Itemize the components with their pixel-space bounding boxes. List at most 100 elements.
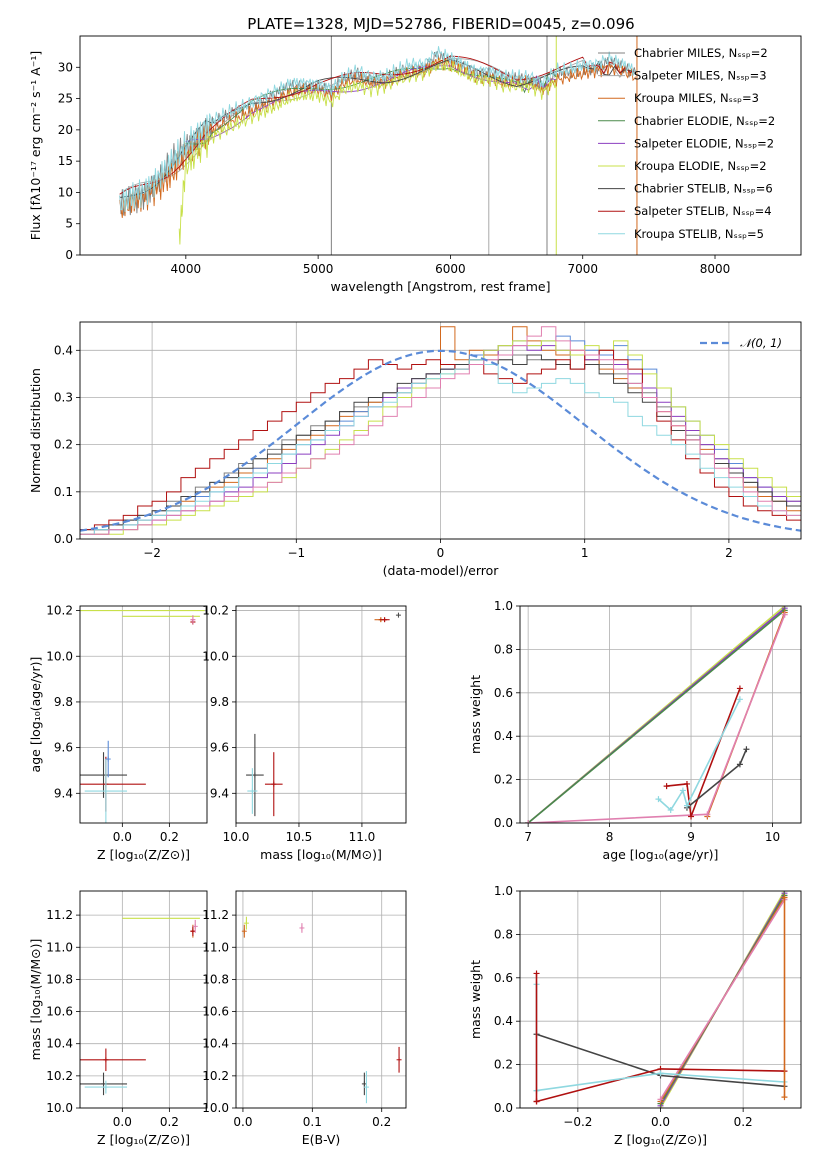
- data-point: [84, 759, 128, 823]
- y-tick-label: 10.0: [46, 649, 73, 663]
- y-axis-label: Normed distribution: [28, 368, 43, 493]
- weight-marker: [667, 806, 674, 813]
- y-axis-label: age [log₁₀(age/yr)]: [28, 657, 43, 773]
- y-tick-label: 25: [58, 92, 73, 106]
- x-axis-label: mass [log₁₀(M/M⊙)]: [260, 847, 382, 862]
- plot-area: [241, 916, 402, 1104]
- histogram-series: [80, 326, 801, 535]
- weight-marker: [736, 761, 743, 768]
- y-tick-label: 0.2: [494, 1058, 513, 1072]
- y-tick-label: 9.6: [210, 741, 229, 755]
- y-tick-label: 10.4: [46, 1037, 73, 1051]
- legend: Chabrier MILES, Nₛₛₚ=2 Salpeter MILES, Nₛ…: [598, 46, 775, 241]
- figure-title: PLATE=1328, MJD=52786, FIBERID=0045, z=0…: [247, 15, 634, 33]
- x-tick-label: −2: [143, 546, 161, 560]
- weight-marker: [736, 685, 743, 692]
- spectrum-series: [119, 57, 636, 218]
- weight-marker: [781, 894, 788, 901]
- plot-mass_vs_ebv: 0.0 0.1 0.2 10.0 10.2 10.4 10.6 10.8 11.0 11.2 E(B…: [202, 890, 407, 1147]
- axes-frame: [79, 890, 208, 1109]
- y-tick-label: 0.2: [54, 438, 73, 452]
- x-tick-label: 0.0: [651, 1115, 670, 1129]
- x-tick-label: 0.1: [303, 1115, 322, 1129]
- y-tick-label: 30: [58, 60, 73, 74]
- data-point: [299, 923, 305, 933]
- histogram-series: [80, 354, 801, 531]
- legend-label: Chabrier ELODIE, Nₛₛₚ=2: [634, 114, 775, 128]
- spectrum-series: [119, 59, 636, 198]
- axes-frame: [79, 35, 802, 256]
- grid: [520, 605, 801, 824]
- y-tick-label: 0.2: [494, 773, 513, 787]
- x-axis-label: age [log₁₀(age/yr)]: [603, 847, 719, 862]
- x-tick-label: 10.5: [286, 830, 313, 844]
- x-axis-label: Z [log₁₀(Z/Z⊙)]: [97, 1132, 190, 1147]
- y-tick-label: 11.2: [46, 908, 73, 922]
- data-point: [80, 1072, 128, 1096]
- y-tick-label: 10.0: [202, 649, 229, 663]
- legend-label: Salpeter MILES, Nₛₛₚ=3: [634, 69, 767, 83]
- y-tick-label: 5: [65, 217, 73, 231]
- weight-marker: [533, 970, 540, 977]
- data-point: [190, 926, 196, 937]
- plot-age_vs_Z: 0.0 0.2 9.4 9.6 9.8 10.0 10.2 Z [log₁₀(Z/Z⊙)] ag…: [28, 604, 208, 862]
- y-tick-label: 0.0: [54, 532, 73, 546]
- x-tick-label: 0.2: [160, 1115, 179, 1129]
- data-point: [396, 1046, 402, 1073]
- histogram-series: [80, 349, 801, 531]
- y-tick-label: 10.0: [46, 1101, 73, 1115]
- grid: [236, 891, 406, 1109]
- x-axis-label: wavelength [Angstrom, rest frame]: [330, 279, 550, 294]
- weight-marker: [533, 1098, 540, 1105]
- x-tick-label: 7: [524, 830, 532, 844]
- legend-label: Salpeter ELODIE, Nₛₛₚ=2: [634, 136, 774, 150]
- y-tick-label: 11.0: [46, 940, 73, 954]
- data-point: [84, 1080, 128, 1094]
- data-point: [379, 617, 390, 623]
- y-tick-label: 10.0: [202, 1101, 229, 1115]
- y-tick-label: 0.4: [54, 343, 73, 357]
- spectrum-series: [178, 58, 557, 245]
- weight-marker: [683, 780, 690, 787]
- data-point: [243, 916, 249, 930]
- y-tick-label: 0.8: [494, 642, 513, 656]
- y-tick-label: 0.6: [494, 686, 513, 700]
- legend-label: Chabrier MILES, Nₛₛₚ=2: [634, 46, 768, 60]
- x-tick-label: 0.2: [372, 1115, 391, 1129]
- y-tick-label: 0.1: [54, 485, 73, 499]
- plot-area: [525, 606, 788, 823]
- y-axis-label: mass weight: [468, 960, 483, 1039]
- y-tick-label: 10.2: [46, 604, 73, 618]
- axes-frame: [235, 605, 407, 824]
- y-tick-label: 0.0: [494, 1101, 513, 1115]
- normal-curve: [80, 349, 801, 532]
- x-tick-label: 0.2: [734, 1115, 753, 1129]
- axes-frame: [235, 890, 407, 1109]
- weight-marker: [736, 696, 743, 703]
- x-axis-label: Z [log₁₀(Z/Z⊙)]: [614, 1132, 707, 1147]
- x-tick-label: 10.0: [223, 830, 250, 844]
- plot-mass_vs_Z: 0.0 0.2 10.0 10.2 10.4 10.6 10.8 11.0 11.2 Z [log…: [28, 890, 208, 1147]
- y-tick-label: 10.6: [202, 1005, 229, 1019]
- x-tick-label: 10: [765, 830, 780, 844]
- spectrum-series: [185, 65, 557, 143]
- weight-series: [527, 609, 786, 823]
- data-point: [247, 768, 258, 814]
- data-point: [190, 615, 196, 625]
- legend-label: Chabrier STELIB, Nₛₛₚ=6: [634, 182, 773, 196]
- plot-residuals: −2 −1 0 1 2 0.0 0.1 0.2 0.3 0.4 (data-model)/error…: [28, 321, 802, 578]
- x-tick-label: 0.0: [113, 830, 132, 844]
- plot-area: [80, 610, 205, 823]
- weight-marker: [781, 611, 788, 618]
- x-axis-label: Z [log₁₀(Z/Z⊙)]: [97, 847, 190, 862]
- axes-frame: [519, 605, 802, 824]
- x-axis-label: E(B-V): [302, 1132, 341, 1147]
- weight-series: [659, 899, 786, 1100]
- data-point: [105, 740, 111, 778]
- y-tick-label: 0.6: [494, 971, 513, 985]
- plot-area: [80, 917, 200, 1096]
- x-tick-label: 4000: [171, 262, 202, 276]
- histogram-series: [80, 359, 801, 535]
- axes-frame: [519, 890, 802, 1109]
